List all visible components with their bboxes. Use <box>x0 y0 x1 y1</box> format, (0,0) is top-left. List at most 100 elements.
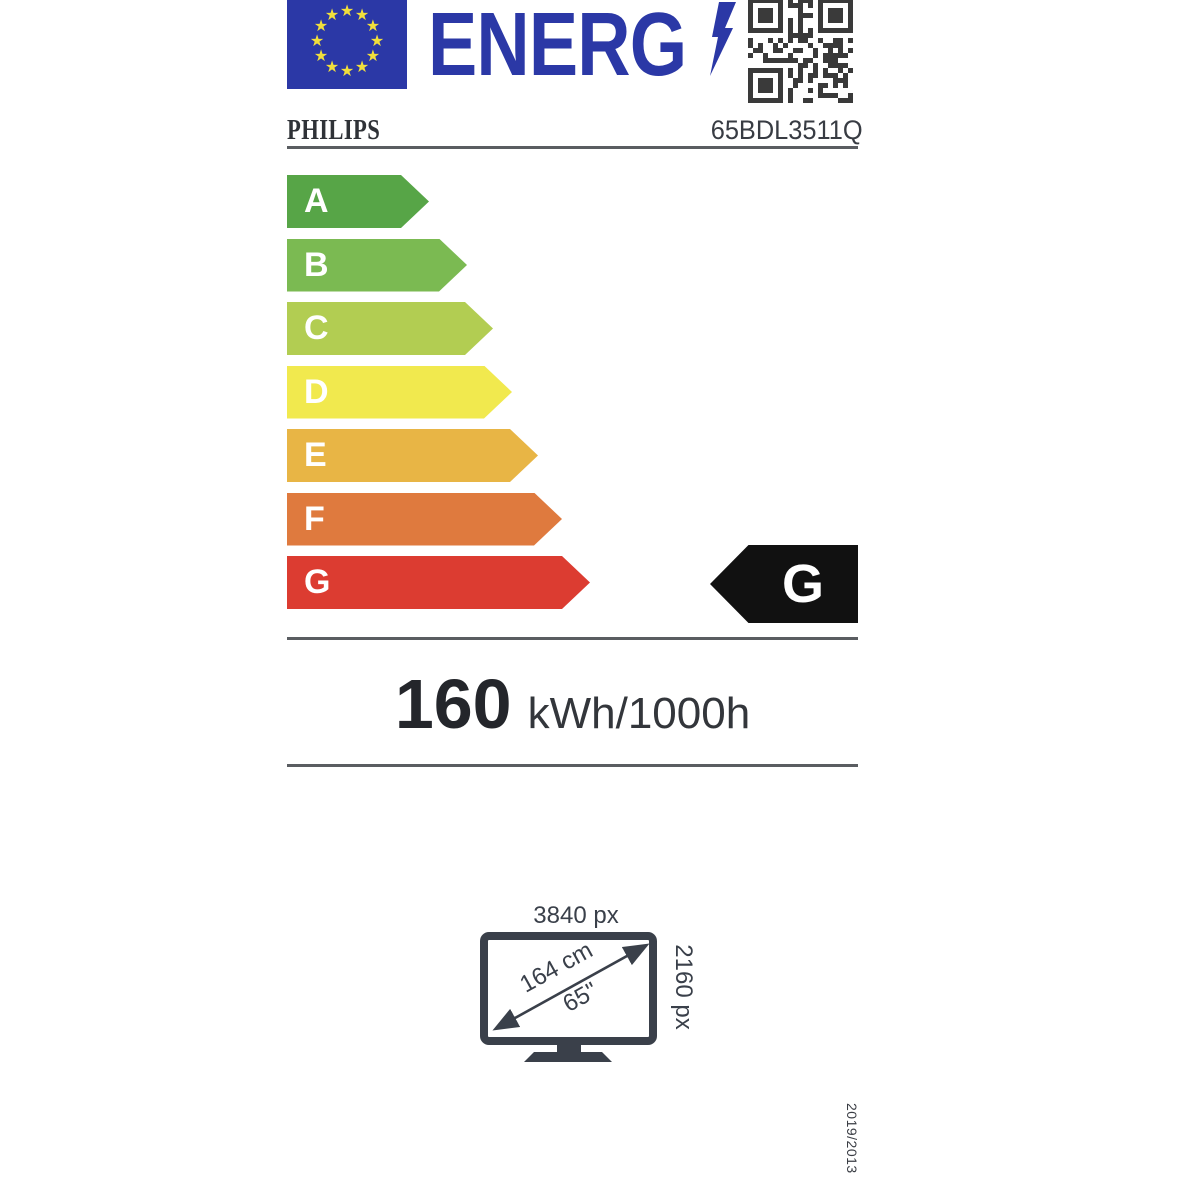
qr-module <box>823 53 828 58</box>
qr-module <box>768 58 773 63</box>
qr-module <box>818 93 823 98</box>
qr-module <box>753 98 758 103</box>
qr-module <box>763 58 768 63</box>
header-divider <box>287 146 858 149</box>
qr-module <box>748 88 753 93</box>
qr-module <box>818 83 823 88</box>
qr-module <box>763 88 768 93</box>
qr-module <box>778 68 783 73</box>
qr-module <box>748 13 753 18</box>
assigned-grade-label: G <box>781 554 824 614</box>
qr-module <box>818 88 823 93</box>
scale-divider <box>287 637 858 640</box>
qr-module <box>778 73 783 78</box>
qr-module <box>848 3 853 8</box>
scale-bar-d: D <box>287 365 512 419</box>
qr-module <box>768 0 773 3</box>
qr-module <box>798 13 803 18</box>
qr-module <box>788 0 793 3</box>
qr-module <box>768 8 773 13</box>
scale-bar-grade-label: C <box>304 309 329 347</box>
qr-module <box>828 73 833 78</box>
energy-consumption: 160 kWh/1000h <box>287 669 858 739</box>
qr-module <box>763 83 768 88</box>
qr-module <box>798 78 803 83</box>
qr-module <box>748 3 753 8</box>
qr-module <box>788 38 793 43</box>
qr-module <box>833 83 838 88</box>
qr-code-icon <box>748 0 853 103</box>
qr-module <box>793 58 798 63</box>
eu-star-icon: ★ <box>365 18 381 35</box>
eu-star-icon: ★ <box>369 33 385 50</box>
qr-module <box>828 43 833 48</box>
scale-bar-f: F <box>287 492 562 546</box>
qr-module <box>808 13 813 18</box>
qr-module <box>748 18 753 23</box>
qr-module <box>748 8 753 13</box>
qr-module <box>758 8 763 13</box>
qr-module <box>828 53 833 58</box>
qr-module <box>763 53 768 58</box>
scale-bar-c: C <box>287 302 493 355</box>
qr-module <box>838 78 843 83</box>
qr-module <box>763 13 768 18</box>
scale-bar-a: A <box>287 175 429 228</box>
eu-star-icon: ★ <box>354 7 370 25</box>
qr-module <box>788 18 793 23</box>
scale-bar-g: G <box>287 556 590 609</box>
qr-module <box>803 33 808 38</box>
monitor-stand-base <box>524 1052 612 1062</box>
qr-module <box>768 98 773 103</box>
qr-module <box>763 0 768 3</box>
qr-module <box>848 23 853 28</box>
qr-module <box>788 28 793 33</box>
qr-module <box>838 13 843 18</box>
qr-module <box>778 8 783 13</box>
qr-module <box>838 8 843 13</box>
qr-module <box>833 73 838 78</box>
energy-value: 160 <box>394 665 512 743</box>
qr-module <box>758 13 763 18</box>
qr-module <box>833 78 838 83</box>
horizontal-resolution-label: 3840 px <box>533 902 618 929</box>
qr-module <box>833 53 838 58</box>
qr-module <box>778 38 783 43</box>
qr-module <box>833 63 838 68</box>
qr-module <box>778 48 783 53</box>
qr-module <box>773 58 778 63</box>
qr-module <box>803 38 808 43</box>
qr-module <box>773 48 778 53</box>
qr-module <box>798 0 803 3</box>
qr-module <box>768 68 773 73</box>
qr-module <box>848 68 853 73</box>
qr-module <box>798 28 803 33</box>
qr-module <box>843 83 848 88</box>
eu-star-icon: ★ <box>339 63 355 80</box>
qr-module <box>758 18 763 23</box>
qr-module <box>833 58 838 63</box>
qr-module <box>833 28 838 33</box>
qr-module <box>778 58 783 63</box>
qr-module <box>788 53 793 58</box>
qr-module <box>798 68 803 73</box>
qr-module <box>778 13 783 18</box>
qr-module <box>828 93 833 98</box>
qr-module <box>838 63 843 68</box>
qr-module <box>748 43 753 48</box>
qr-module <box>838 53 843 58</box>
screen-diagram: 3840 px 164 cm 65" 2160 px <box>480 902 697 1062</box>
qr-module <box>833 0 838 3</box>
qr-module <box>793 48 798 53</box>
qr-module <box>838 0 843 3</box>
qr-module <box>793 33 798 38</box>
qr-module <box>778 83 783 88</box>
qr-module <box>758 78 763 83</box>
qr-module <box>768 38 773 43</box>
lightning-bolt-icon <box>710 2 736 76</box>
qr-module <box>768 18 773 23</box>
qr-module <box>798 38 803 43</box>
regulation-reference: 2019/2013 <box>844 1103 860 1174</box>
qr-module <box>798 63 803 68</box>
